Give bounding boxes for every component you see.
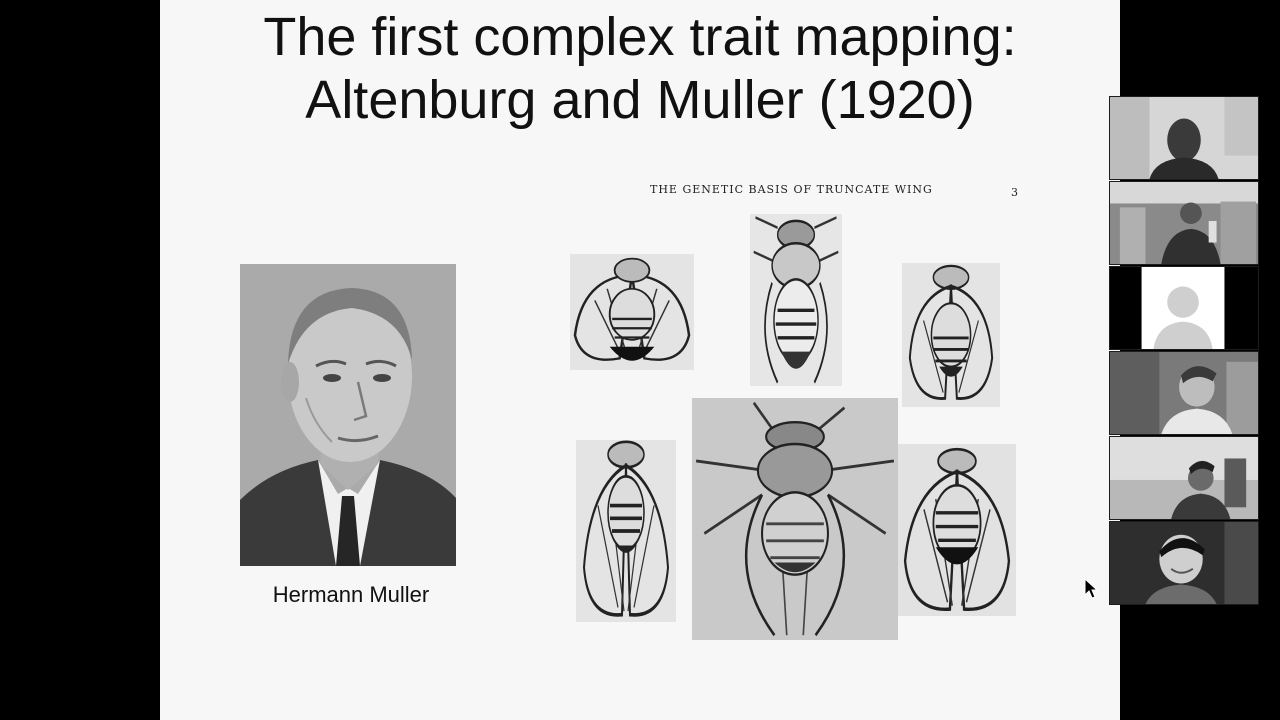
participant-video-tile[interactable] (1109, 266, 1259, 350)
participant-video-tile[interactable] (1109, 181, 1259, 265)
fly-drawing-c (902, 263, 1000, 407)
participant-video-tile[interactable] (1109, 351, 1259, 435)
fly-drawing-e (692, 398, 898, 640)
participant-video-tile[interactable] (1109, 436, 1259, 520)
person-silhouette-icon (1153, 286, 1213, 349)
fly-drawing-a (570, 254, 694, 370)
portrait-photo (240, 264, 456, 566)
plate-header: THE GENETIC BASIS OF TRUNCATE WING (650, 183, 933, 196)
slide-title: The first complex trait mapping: Altenbu… (160, 6, 1120, 132)
photo-caption: Hermann Muller (272, 582, 430, 607)
participant-video-tile[interactable] (1109, 96, 1259, 180)
fly-drawing-d (576, 440, 676, 622)
participant-video-tile[interactable] (1109, 521, 1259, 605)
plate-page-number: 3 (1011, 186, 1018, 199)
fly-drawing-b (750, 214, 842, 386)
slide-title-line-1: The first complex trait mapping: (263, 7, 1017, 67)
presentation-slide: The first complex trait mapping: Altenbu… (160, 0, 1120, 720)
slide-title-line-2: Altenburg and Muller (1920) (305, 70, 975, 130)
fly-drawing-f (898, 444, 1016, 616)
mouse-pointer-icon (1084, 578, 1098, 599)
